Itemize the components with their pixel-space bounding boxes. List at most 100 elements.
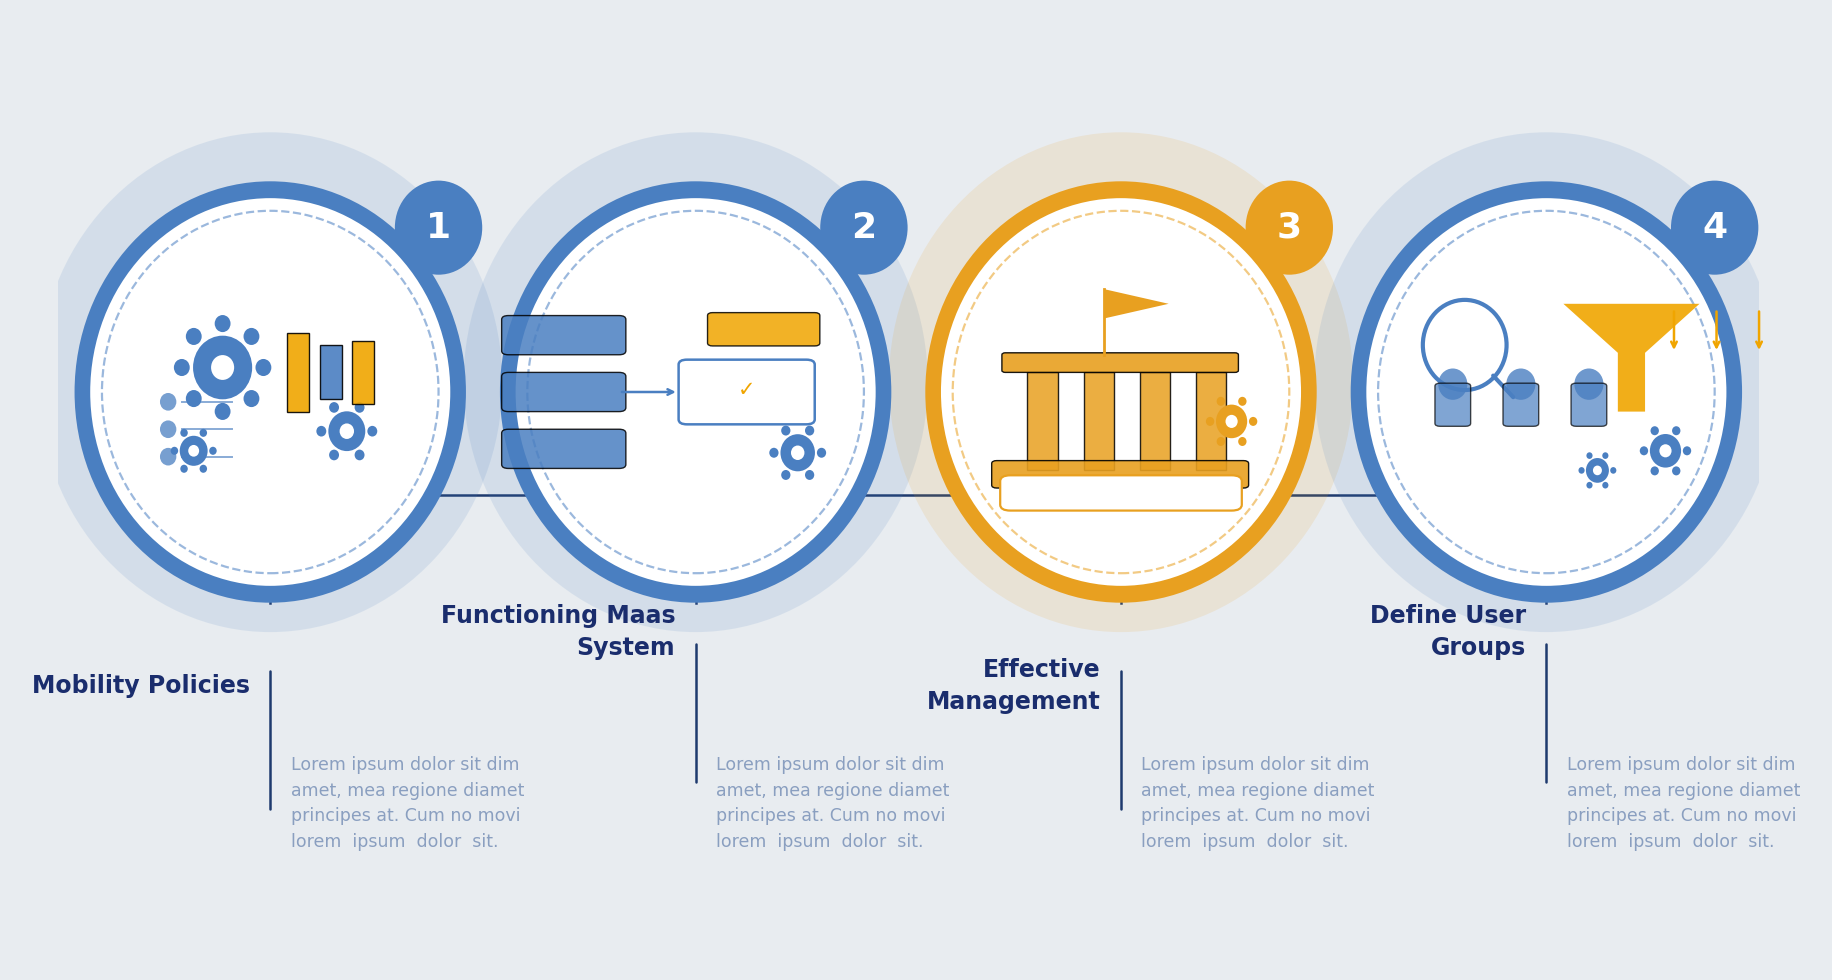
Ellipse shape (1524, 471, 1568, 518)
FancyBboxPatch shape (1572, 383, 1607, 426)
Ellipse shape (249, 471, 291, 518)
Ellipse shape (925, 181, 1317, 603)
Ellipse shape (1651, 426, 1660, 435)
Ellipse shape (1216, 437, 1226, 446)
Ellipse shape (90, 198, 451, 586)
Ellipse shape (1314, 132, 1779, 632)
Ellipse shape (1603, 453, 1608, 459)
Ellipse shape (200, 465, 207, 472)
Ellipse shape (368, 426, 377, 436)
Ellipse shape (1579, 467, 1585, 473)
Ellipse shape (1506, 368, 1535, 400)
Ellipse shape (1249, 416, 1257, 426)
Ellipse shape (244, 328, 260, 345)
FancyBboxPatch shape (707, 313, 821, 346)
Ellipse shape (804, 425, 813, 435)
Ellipse shape (1671, 180, 1759, 274)
Ellipse shape (1673, 466, 1680, 475)
Ellipse shape (214, 315, 231, 332)
FancyBboxPatch shape (1502, 383, 1539, 426)
Ellipse shape (339, 423, 354, 439)
FancyBboxPatch shape (502, 372, 627, 412)
Ellipse shape (780, 425, 790, 435)
Ellipse shape (1216, 397, 1226, 406)
Ellipse shape (817, 448, 826, 458)
Ellipse shape (1587, 482, 1592, 488)
Text: Functioning Maas
System: Functioning Maas System (440, 605, 676, 660)
FancyBboxPatch shape (1028, 372, 1059, 470)
Text: Lorem ipsum dolor sit dim
amet, mea regione diamet
principes at. Cum no movi
lor: Lorem ipsum dolor sit dim amet, mea regi… (291, 756, 524, 852)
Ellipse shape (500, 181, 892, 603)
Ellipse shape (185, 328, 202, 345)
Ellipse shape (1099, 471, 1143, 518)
Polygon shape (1105, 289, 1169, 318)
Text: ✓: ✓ (738, 380, 755, 400)
Ellipse shape (1238, 437, 1246, 446)
Ellipse shape (38, 132, 502, 632)
Ellipse shape (780, 470, 790, 480)
Ellipse shape (75, 181, 465, 603)
Polygon shape (1563, 304, 1700, 412)
Ellipse shape (209, 447, 216, 455)
FancyBboxPatch shape (1083, 372, 1114, 470)
Ellipse shape (255, 359, 271, 376)
Text: Define User
Groups: Define User Groups (1370, 605, 1526, 660)
Ellipse shape (1640, 446, 1649, 456)
Ellipse shape (1535, 482, 1559, 508)
Ellipse shape (1594, 466, 1601, 475)
FancyBboxPatch shape (319, 345, 343, 400)
Ellipse shape (1684, 446, 1691, 456)
Ellipse shape (330, 402, 339, 413)
FancyBboxPatch shape (352, 340, 374, 404)
Ellipse shape (180, 429, 189, 437)
FancyBboxPatch shape (502, 429, 627, 468)
Ellipse shape (463, 132, 927, 632)
Ellipse shape (674, 471, 718, 518)
Ellipse shape (192, 336, 253, 399)
Ellipse shape (1651, 434, 1682, 467)
Ellipse shape (180, 465, 189, 472)
Ellipse shape (185, 390, 202, 407)
Ellipse shape (189, 445, 200, 457)
Ellipse shape (1226, 415, 1238, 428)
Ellipse shape (683, 482, 707, 508)
Ellipse shape (328, 412, 365, 451)
Ellipse shape (1610, 467, 1616, 473)
Ellipse shape (960, 220, 1281, 564)
Ellipse shape (211, 355, 234, 380)
Ellipse shape (1673, 426, 1680, 435)
Ellipse shape (1660, 444, 1671, 458)
Ellipse shape (1238, 397, 1246, 406)
Text: Lorem ipsum dolor sit dim
amet, mea regione diamet
principes at. Cum no movi
lor: Lorem ipsum dolor sit dim amet, mea regi… (1141, 756, 1374, 852)
Ellipse shape (1574, 368, 1603, 400)
Ellipse shape (159, 420, 176, 438)
FancyBboxPatch shape (502, 316, 627, 355)
Ellipse shape (769, 448, 779, 458)
FancyBboxPatch shape (991, 461, 1249, 488)
Ellipse shape (355, 402, 365, 413)
Ellipse shape (180, 436, 207, 466)
Ellipse shape (780, 434, 815, 471)
Text: Mobility Policies: Mobility Policies (31, 674, 249, 698)
Ellipse shape (1367, 198, 1726, 586)
FancyBboxPatch shape (288, 333, 310, 412)
Ellipse shape (330, 450, 339, 461)
Ellipse shape (317, 426, 326, 436)
FancyBboxPatch shape (1434, 383, 1471, 426)
Ellipse shape (821, 180, 907, 274)
Ellipse shape (791, 446, 804, 460)
Ellipse shape (1387, 220, 1707, 564)
Text: 2: 2 (852, 211, 876, 245)
Ellipse shape (258, 482, 282, 508)
Ellipse shape (942, 198, 1301, 586)
FancyBboxPatch shape (1002, 353, 1238, 372)
FancyBboxPatch shape (1000, 475, 1242, 511)
FancyBboxPatch shape (678, 360, 815, 424)
Ellipse shape (1246, 180, 1334, 274)
Text: Effective
Management: Effective Management (927, 659, 1101, 713)
FancyBboxPatch shape (1196, 372, 1226, 470)
Ellipse shape (1587, 458, 1608, 483)
Text: 1: 1 (427, 211, 451, 245)
Ellipse shape (1350, 181, 1742, 603)
Text: Lorem ipsum dolor sit dim
amet, mea regione diamet
principes at. Cum no movi
lor: Lorem ipsum dolor sit dim amet, mea regi… (1566, 756, 1801, 852)
